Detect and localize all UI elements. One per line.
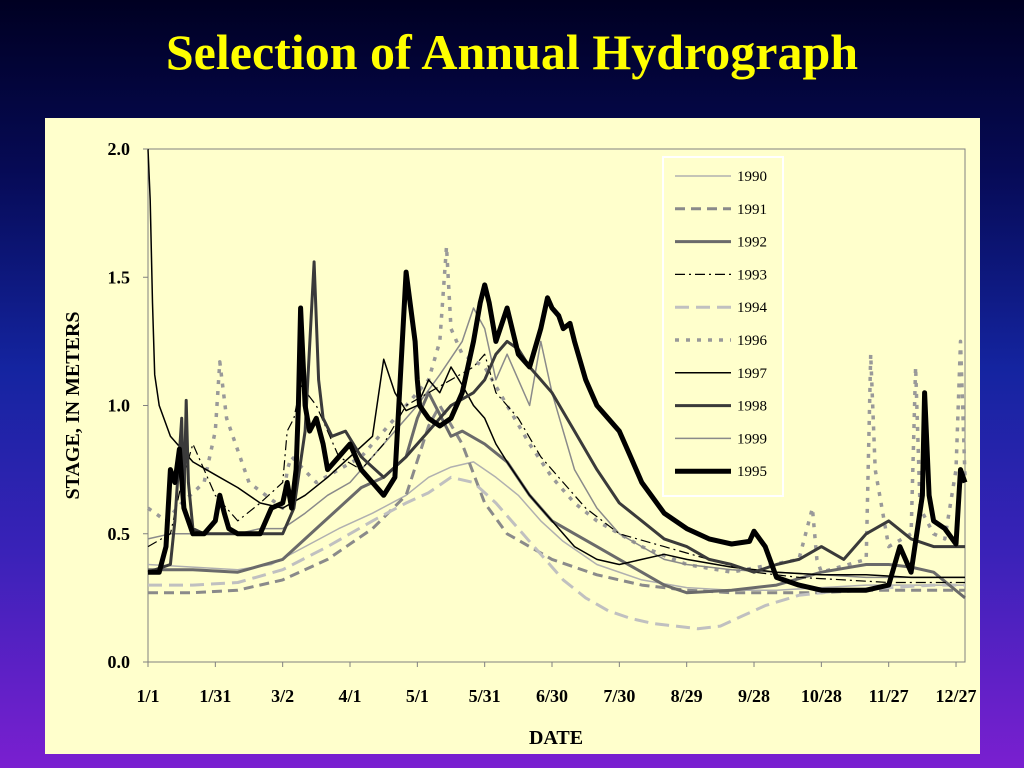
y-tick-label: 2.0	[108, 139, 131, 159]
x-tick-label: 1/1	[136, 686, 159, 706]
series-line-1994	[148, 475, 965, 631]
legend-label-1999: 1999	[737, 431, 767, 447]
chart-panel: 0.0 0.5 1.0 1.5 2.0 1/1 1/31 3/2 4/1 5/1 5/31 6/30 7…	[45, 118, 980, 754]
x-tick-label: 5/31	[469, 686, 501, 706]
legend-label-1990: 1990	[737, 169, 767, 185]
series-line-1995	[148, 269, 968, 593]
x-tick-label: 4/1	[338, 686, 361, 706]
y-tick-label: 0.0	[108, 652, 131, 672]
series-line-1991	[148, 404, 965, 595]
x-tick-label: 3/2	[271, 686, 294, 706]
legend-label-1996: 1996	[737, 333, 768, 349]
series-line-1993	[147, 353, 965, 584]
series-line-1997	[147, 148, 965, 579]
legend-label-1992: 1992	[737, 235, 767, 251]
x-tick-label: 1/31	[199, 686, 231, 706]
x-tick-label: 6/30	[536, 686, 568, 706]
x-tick-label: 10/28	[801, 686, 842, 706]
legend-label-1993: 1993	[737, 267, 767, 283]
y-axis-title: STAGE, IN METERS	[62, 311, 84, 499]
legend: 1990 1991 1992 1993 1994 1996 1997 1998 1999 1995	[662, 156, 784, 497]
series-line-1992	[148, 391, 966, 600]
legend-label-1997: 1997	[737, 366, 768, 382]
x-axis-title: DATE	[529, 727, 583, 749]
x-tick-label: 8/29	[671, 686, 703, 706]
series-line-1990	[147, 461, 965, 591]
legend-label-1991: 1991	[737, 202, 767, 218]
y-tick-label: 0.5	[108, 524, 131, 544]
legend-label-1998: 1998	[737, 399, 767, 415]
axis-layer: 0.0 0.5 1.0 1.5 2.0 1/1 1/31 3/2 4/1 5/1 5/31 6/30 7…	[108, 139, 977, 706]
x-tick-label: 12/27	[936, 686, 977, 706]
series-line-1996	[146, 244, 967, 574]
series-line-1999	[147, 307, 965, 579]
x-tick-label: 7/30	[603, 686, 635, 706]
x-tick-label: 11/27	[869, 686, 909, 706]
slide-title: Selection of Annual Hydrograph	[165, 24, 859, 80]
legend-box	[662, 156, 784, 497]
series-layer	[146, 148, 968, 631]
y-tick-label: 1.0	[108, 396, 131, 416]
legend-label-1995: 1995	[737, 464, 767, 480]
x-tick-label: 5/1	[406, 686, 429, 706]
legend-label-1994: 1994	[737, 300, 768, 316]
y-tick-label: 1.5	[108, 267, 131, 287]
x-tick-label: 9/28	[738, 686, 770, 706]
hydrograph-chart: 0.0 0.5 1.0 1.5 2.0 1/1 1/31 3/2 4/1 5/1 5/31 6/30 7…	[62, 139, 977, 749]
